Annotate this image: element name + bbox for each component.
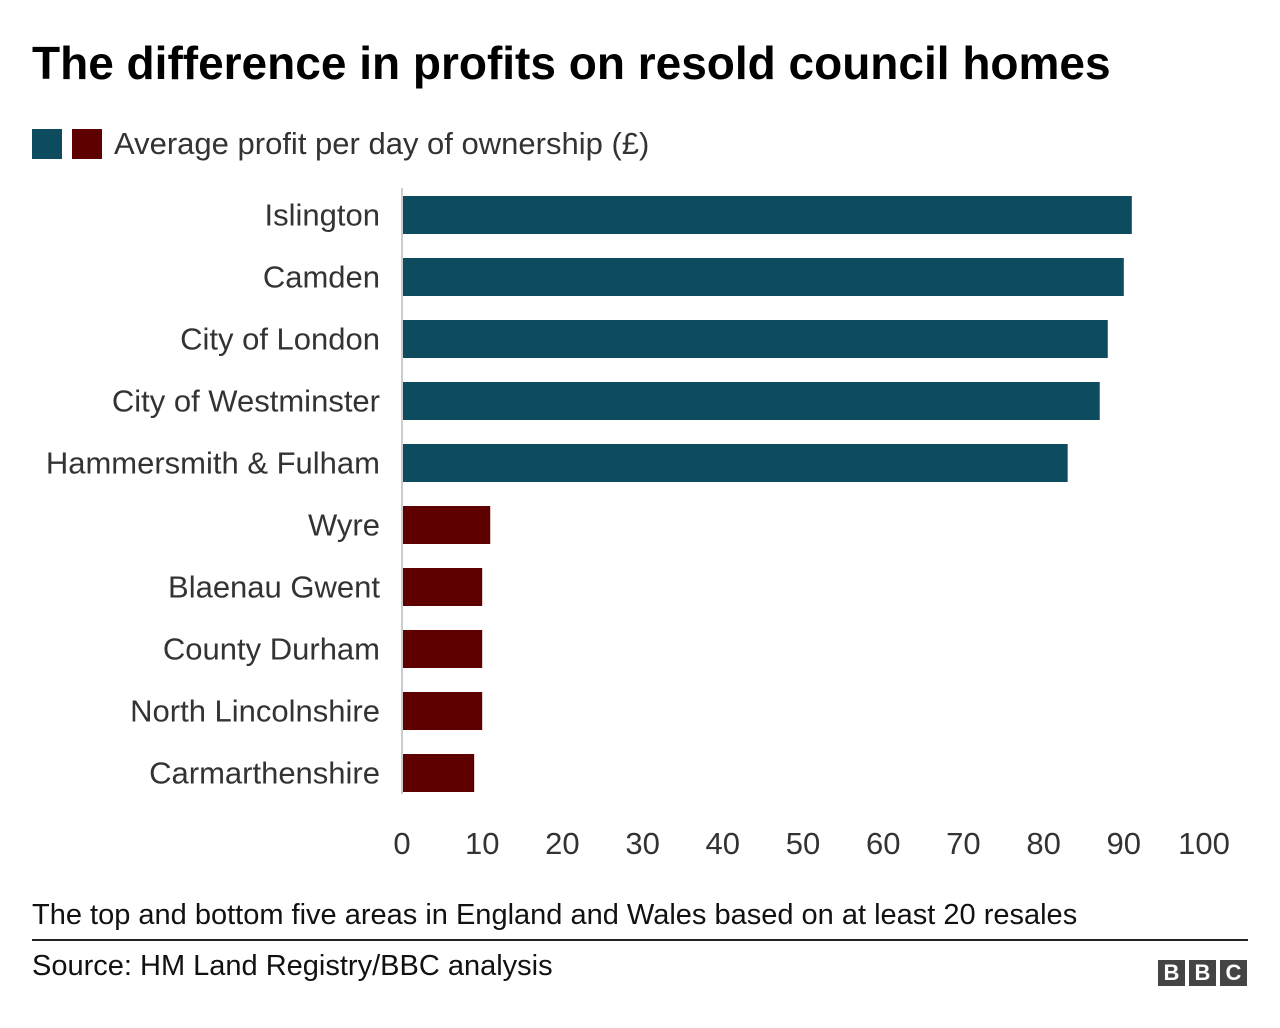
legend: Average profit per day of ownership (£) bbox=[32, 126, 649, 162]
bar bbox=[403, 692, 483, 730]
divider bbox=[32, 939, 1248, 941]
x-tick-label: 60 bbox=[866, 826, 900, 861]
bar bbox=[403, 258, 1124, 296]
category-label: Hammersmith & Fulham bbox=[46, 446, 380, 481]
bar bbox=[403, 506, 491, 544]
category-label: Camden bbox=[263, 260, 380, 295]
bar bbox=[403, 630, 483, 668]
x-tick-label: 10 bbox=[465, 826, 499, 861]
x-tick-label: 0 bbox=[393, 826, 410, 861]
logo-letter: C bbox=[1220, 960, 1247, 986]
x-tick-label: 100 bbox=[1178, 826, 1230, 861]
bar bbox=[403, 568, 483, 606]
category-label: County Durham bbox=[163, 632, 380, 667]
legend-swatch-bottom bbox=[72, 129, 102, 159]
bar bbox=[403, 382, 1100, 420]
x-tick-label: 40 bbox=[706, 826, 740, 861]
chart-title: The difference in profits on resold coun… bbox=[32, 37, 1111, 89]
category-label: North Lincolnshire bbox=[130, 694, 380, 729]
legend-label: Average profit per day of ownership (£) bbox=[114, 126, 650, 161]
x-tick-label: 20 bbox=[545, 826, 579, 861]
bar bbox=[403, 444, 1068, 482]
x-tick-label: 70 bbox=[946, 826, 980, 861]
bar bbox=[403, 320, 1108, 358]
bar bbox=[403, 196, 1132, 234]
logo-letter: B bbox=[1189, 960, 1216, 986]
category-label: City of Westminster bbox=[112, 384, 380, 419]
source-note: Source: HM Land Registry/BBC analysis bbox=[32, 950, 553, 982]
x-tick-label: 80 bbox=[1026, 826, 1060, 861]
bar-chart: Islington Camden City of London City of Wes… bbox=[46, 188, 1230, 861]
category-label: Islington bbox=[265, 198, 380, 233]
legend-swatch-top bbox=[32, 129, 62, 159]
bar bbox=[403, 754, 475, 792]
category-label: City of London bbox=[180, 322, 380, 357]
category-label: Wyre bbox=[308, 508, 380, 543]
category-label: Blaenau Gwent bbox=[168, 570, 380, 605]
logo-letter: B bbox=[1158, 960, 1185, 986]
bbc-logo: B B C bbox=[1158, 960, 1247, 986]
category-label: Carmarthenshire bbox=[149, 756, 380, 791]
x-tick-label: 90 bbox=[1107, 826, 1141, 861]
x-tick-label: 30 bbox=[625, 826, 659, 861]
x-tick-label: 50 bbox=[786, 826, 820, 861]
footnote: The top and bottom five areas in England… bbox=[32, 899, 1078, 931]
